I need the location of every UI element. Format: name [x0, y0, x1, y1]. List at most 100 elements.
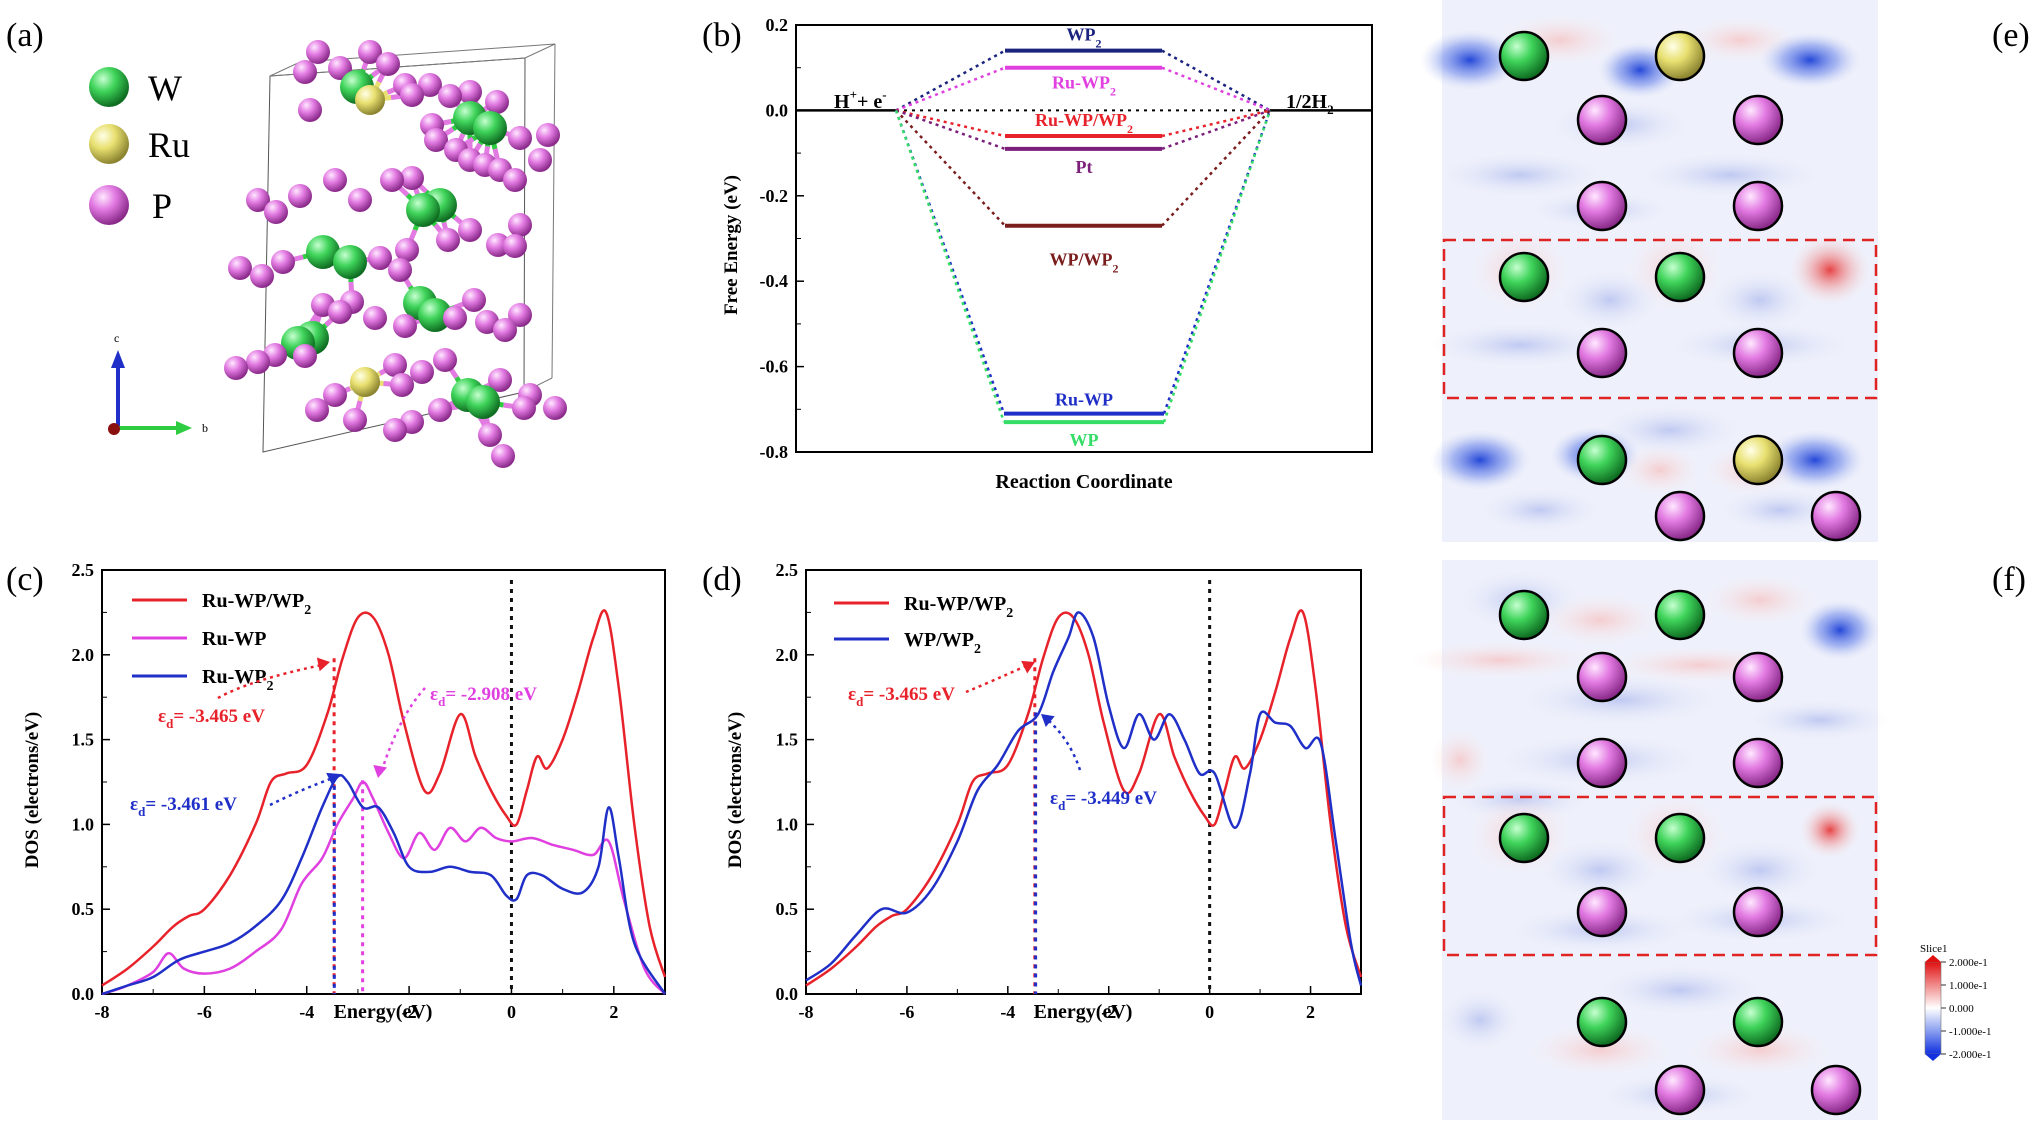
- ann-text: = -3.461 eV: [145, 794, 237, 815]
- dos-frame: [101, 569, 666, 995]
- ann-sub: d: [438, 694, 446, 709]
- dos-legend-label-main: Ru-WP: [202, 666, 266, 688]
- w-atom: [1498, 812, 1550, 864]
- dos-legend-label-sub: 2: [266, 679, 273, 694]
- b-connector-right: [1162, 109, 1272, 423]
- b-ytick-label: -0.2: [760, 186, 789, 206]
- map-e-highlight-box: [1442, 238, 1878, 400]
- dos-ytick-label: 0.0: [72, 984, 95, 1004]
- panel-b: (b) 0.20.0-0.2-0.4-0.6-0.8 WP2Ru-WP2Ru-W…: [702, 15, 1373, 493]
- p-atom: [433, 348, 457, 372]
- b-connector-right: [1161, 49, 1271, 112]
- density-blob: [1800, 600, 1880, 660]
- dos-annotation-arrow: [1047, 719, 1082, 771]
- w-atom: [1498, 30, 1550, 82]
- cell-back-edge: [551, 43, 556, 379]
- dos-legend-label: Ru-WP/WP2: [202, 590, 311, 618]
- dos-series-line: [805, 609, 1363, 987]
- dos-xtick-label: -6: [197, 1002, 212, 1022]
- dos-annotation-arrow: [380, 687, 426, 771]
- unit-cell: [224, 40, 567, 468]
- panel-label-d: (d): [702, 561, 742, 598]
- p-atom: [1576, 327, 1628, 379]
- p-atom: [462, 288, 486, 312]
- density-blob: [1440, 990, 1520, 1050]
- legend-p-label: P: [152, 186, 172, 226]
- dos-annotation: εd= -2.908 eV: [430, 684, 537, 709]
- p-atom: [293, 60, 317, 84]
- p-atom: [512, 396, 536, 420]
- map-f-atoms: [1498, 589, 1862, 1116]
- dos-ytick-label: 0.0: [776, 984, 799, 1004]
- ann-sub: d: [1058, 798, 1066, 813]
- p-atom: [1810, 1064, 1862, 1116]
- ru-atom: [355, 85, 385, 115]
- p-atom: [493, 318, 517, 342]
- density-blob: [1640, 153, 1820, 197]
- p-atom: [328, 56, 352, 80]
- b-level-label-sub: 2: [1113, 262, 1119, 276]
- w-atom: [1576, 996, 1628, 1048]
- b-ylabel: Free Energy (eV): [721, 175, 742, 315]
- c-axis-arrow: [111, 350, 125, 368]
- dos-annotation-arrowhead: [1041, 714, 1055, 728]
- p-atom: [1576, 737, 1628, 789]
- p-atom: [250, 264, 274, 288]
- b-ytick-label: -0.8: [760, 442, 789, 462]
- dos-xtick-label: -4: [1000, 1002, 1015, 1022]
- density-blob: [1440, 153, 1600, 197]
- dos-series-line: [101, 773, 667, 996]
- ann-symbol: ε: [430, 684, 438, 705]
- b-ytick-label: 0.2: [766, 15, 789, 35]
- p-atom: [418, 73, 442, 97]
- p-atom: [323, 168, 347, 192]
- colorbar-tick-label: -2.000e-1: [1949, 1049, 1991, 1061]
- b-axis-label: b: [202, 421, 208, 435]
- ann-text: = -3.449 eV: [1065, 788, 1157, 809]
- p-atom: [508, 213, 532, 237]
- dos-annotation-arrowhead: [326, 772, 340, 786]
- p-atom: [343, 408, 367, 432]
- panel-label-f: (f): [1992, 561, 2026, 598]
- p-atom: [383, 418, 407, 442]
- p-atom: [305, 398, 329, 422]
- colorbar: Slice1 2.000e-1 1.000e-1 0.000 -1.000e-1 -2.…: [1920, 943, 1991, 1061]
- density-blob: [1705, 575, 1815, 625]
- dos-frame: [805, 569, 1362, 995]
- dos-ytick-label: 1.5: [776, 730, 799, 750]
- colorbar-gradient: [1924, 961, 1942, 1055]
- p-atom: [458, 80, 482, 104]
- dos-annotation-arrowhead: [1021, 660, 1035, 674]
- panel-c: (c) -8 -6 -4 -2 0 2 0.0 0.5 1.0 1.5 2.0 2.5 Ru-WP/WP…: [6, 560, 667, 1023]
- ann-symbol: ε: [848, 684, 856, 705]
- p-atom: [508, 303, 532, 327]
- dos-legend-label-main: Ru-WP: [202, 628, 266, 650]
- p-atom: [288, 184, 312, 208]
- c-xlabel: Energy(eV): [334, 1001, 433, 1023]
- ru-atom: [350, 367, 380, 397]
- density-blob: [1760, 32, 1860, 88]
- p-atom: [486, 233, 510, 257]
- p-atom: [383, 353, 407, 377]
- b-level-label: WP: [1070, 430, 1099, 450]
- dos-annotation: εd= -3.461 eV: [130, 794, 237, 819]
- map-e-density: [1420, 15, 1870, 532]
- b-level-label-main: Pt: [1076, 157, 1093, 177]
- p-atom: [1576, 886, 1628, 938]
- p-atom: [400, 83, 424, 107]
- p-atom: [1654, 490, 1706, 542]
- dos-xtick-label: -8: [95, 1002, 110, 1022]
- b-ytick-label: 0.0: [766, 100, 789, 120]
- dos-annotation-arrow: [269, 776, 334, 807]
- dos-ytick-label: 0.5: [72, 899, 95, 919]
- density-blob: [1540, 595, 1660, 645]
- panel-label-c: (c): [6, 561, 44, 598]
- w-atom: [1498, 589, 1550, 641]
- dos-d-plot: -8 -6 -4 -2 0 20.00.51.01.52.02.5Ru-WP/WP2WP/…: [776, 560, 1363, 1022]
- dos-series-line: [101, 609, 667, 987]
- w-atom: [1498, 251, 1550, 303]
- axis-triad: c b: [108, 331, 208, 435]
- panel-e: (e): [1420, 0, 2030, 542]
